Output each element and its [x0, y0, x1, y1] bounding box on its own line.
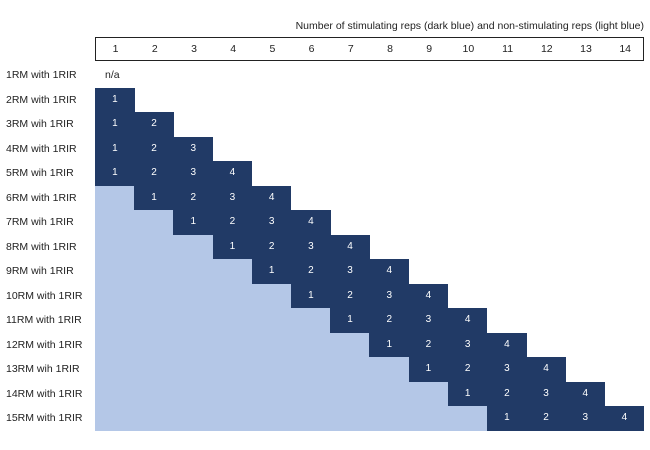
row-label: 15RM with 1RIR — [6, 412, 83, 424]
stimulating-rep-cell: 2 — [173, 185, 214, 210]
stimulating-rep-cell: 2 — [408, 332, 449, 357]
stimulating-rep-cell: 4 — [369, 259, 410, 284]
stimulating-rep-cell: 1 — [95, 136, 135, 161]
stimulating-rep-cell: 1 — [251, 259, 292, 284]
column-header-2: 2 — [151, 43, 158, 55]
diagram-title: Number of stimulating reps (dark blue) a… — [295, 20, 644, 32]
column-header-12: 12 — [540, 43, 553, 55]
stimulating-rep-cell: 4 — [604, 406, 645, 431]
stimulating-rep-cell: 2 — [330, 283, 370, 308]
stimulating-rep-cell: 3 — [173, 161, 214, 186]
row-label: 13RM wih 1RIR — [6, 363, 80, 375]
row-label: 6RM with 1RIR — [6, 191, 77, 204]
column-header-5: 5 — [269, 43, 276, 55]
column-header-10: 10 — [462, 43, 475, 55]
stimulating-rep-cell: 1 — [212, 234, 253, 259]
not-applicable-note: n/a — [105, 69, 120, 81]
row-label: 4RM with 1RIR — [6, 142, 77, 155]
stimulating-rep-cell: 1 — [369, 332, 410, 357]
row-label: 7RM wih 1RIR — [6, 216, 74, 228]
stimulating-rep-cell: 4 — [291, 210, 331, 235]
column-header-9: 9 — [426, 43, 433, 55]
stimulating-rep-cell: 2 — [134, 161, 174, 186]
row-label: 12RM with 1RIR — [6, 338, 83, 351]
stimulating-rep-cell: 1 — [447, 381, 488, 406]
row-label: 1RM with 1RIR — [6, 69, 77, 81]
row-label: 2RM with 1RIR — [6, 93, 77, 106]
column-header-row: 1 2 3 4 5 6 7 8 9 10 11 12 13 14 — [95, 37, 644, 61]
stimulating-rep-cell: 2 — [487, 381, 527, 406]
stimulating-rep-cell: 4 — [565, 381, 606, 406]
stimulating-rep-cell: 1 — [95, 87, 135, 112]
stimulating-rep-cell: 1 — [330, 308, 370, 333]
stimulating-rep-cell: 4 — [408, 283, 449, 308]
column-header-8: 8 — [387, 43, 393, 55]
stimulating-rep-cell: 3 — [251, 210, 292, 235]
column-header-13: 13 — [580, 43, 592, 55]
stimulating-rep-cell: 3 — [565, 406, 606, 431]
stimulating-rep-cell: 4 — [526, 357, 566, 382]
stimulating-rep-cell: 2 — [447, 357, 488, 382]
stimulating-rep-cell: 3 — [369, 283, 410, 308]
column-header-6: 6 — [308, 43, 315, 55]
column-header-7: 7 — [347, 43, 354, 55]
non-stimulating-reps-block — [95, 406, 488, 431]
stimulating-rep-cell: 4 — [212, 161, 253, 186]
stimulating-rep-cell: 3 — [212, 185, 253, 210]
stimulating-rep-cell: 3 — [487, 357, 527, 382]
row-label: 14RM with 1RIR — [6, 387, 83, 400]
stimulating-rep-cell: 2 — [526, 406, 566, 431]
non-stimulating-reps-block — [95, 210, 174, 235]
stimulating-rep-cell: 3 — [330, 259, 370, 284]
stimulating-rep-cell: 4 — [487, 332, 527, 357]
stimulating-rep-cell: 1 — [487, 406, 527, 431]
non-stimulating-reps-block — [95, 357, 410, 382]
stimulating-rep-cell: 2 — [251, 234, 292, 259]
stimulating-rep-cell: 1 — [95, 161, 135, 186]
stimulating-rep-cell: 1 — [95, 112, 135, 137]
column-header-4: 4 — [230, 43, 237, 55]
non-stimulating-reps-block — [95, 381, 449, 406]
non-stimulating-reps-block — [95, 259, 253, 284]
column-header-1: 1 — [112, 43, 119, 55]
stimulating-rep-cell: 1 — [173, 210, 214, 235]
non-stimulating-reps-block — [95, 332, 370, 357]
row-label: 8RM with 1RIR — [6, 240, 77, 253]
stimulating-rep-cell: 2 — [212, 210, 253, 235]
stimulating-rep-cell: 3 — [173, 136, 214, 161]
row-label: 9RM wih 1RIR — [6, 265, 74, 277]
non-stimulating-reps-block — [95, 234, 214, 259]
stimulating-rep-cell: 1 — [291, 283, 331, 308]
non-stimulating-reps-block — [95, 283, 292, 308]
stimulating-rep-cell: 1 — [134, 185, 174, 210]
non-stimulating-reps-block — [95, 185, 135, 210]
stimulating-rep-cell: 2 — [134, 112, 174, 137]
stimulating-rep-cell: 3 — [447, 332, 488, 357]
column-header-3: 3 — [191, 43, 197, 55]
row-label: 3RM wih 1RIR — [6, 118, 74, 130]
stimulating-rep-cell: 3 — [291, 234, 331, 259]
stimulating-rep-cell: 4 — [330, 234, 370, 259]
non-stimulating-reps-block — [95, 308, 331, 333]
stimulating-rep-cell: 3 — [526, 381, 566, 406]
stimulating-rep-cell: 2 — [369, 308, 410, 333]
column-header-14: 14 — [619, 43, 632, 55]
column-header-11: 11 — [502, 43, 514, 55]
stimulating-rep-cell: 2 — [291, 259, 331, 284]
stimulating-rep-cell: 2 — [134, 136, 174, 161]
stimulating-rep-cell: 4 — [447, 308, 488, 333]
row-label: 11RM with 1RIR — [6, 314, 82, 326]
row-label: 10RM with 1RIR — [6, 289, 83, 302]
stimulating-rep-cell: 3 — [408, 308, 449, 333]
stimulating-rep-cell: 1 — [408, 357, 449, 382]
stimulating-rep-cell: 4 — [251, 185, 292, 210]
row-label: 5RM wih 1RIR — [6, 167, 74, 179]
